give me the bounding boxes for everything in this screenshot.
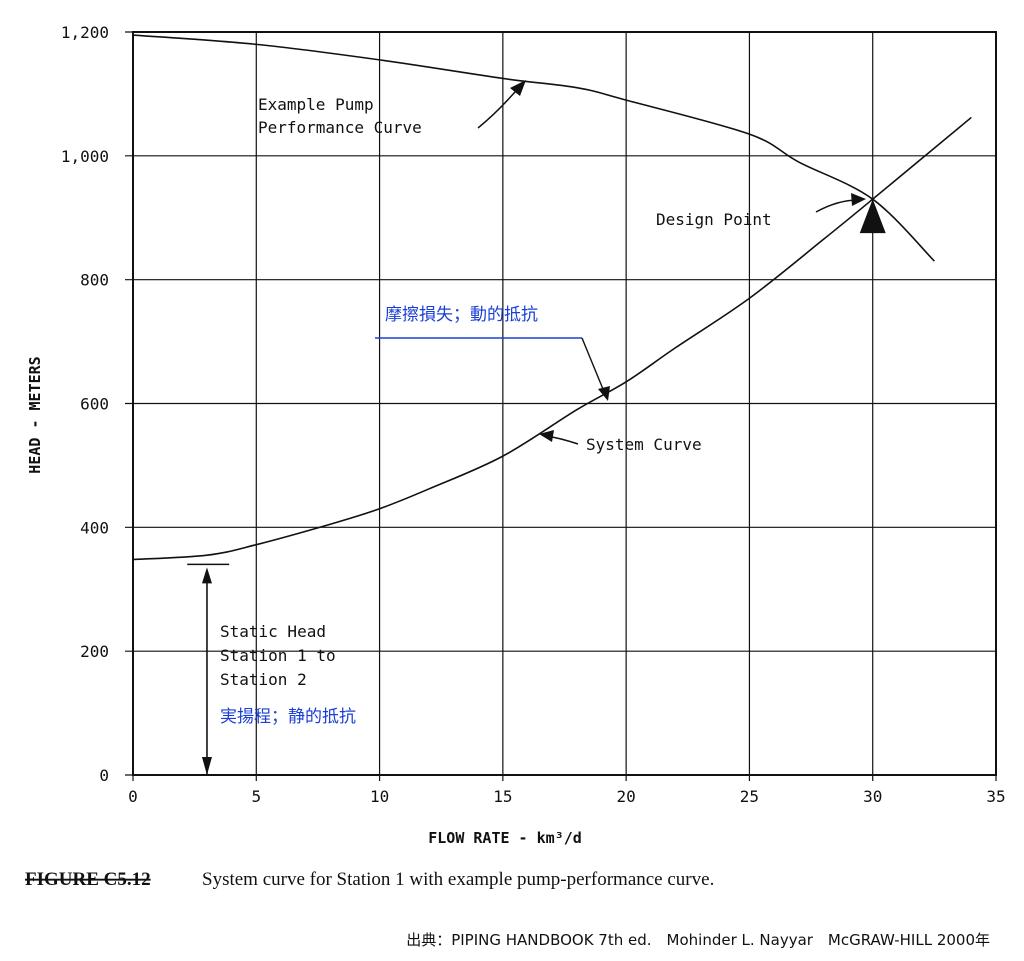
annotation-leaders [201, 80, 866, 775]
y-tick-label: 800 [80, 271, 109, 290]
static-head-label-line3: Station 2 [220, 670, 307, 689]
y-tick-label: 400 [80, 518, 109, 537]
design-point-label: Design Point [656, 210, 772, 229]
figure-caption: System curve for Station 1 with example … [202, 869, 714, 890]
y-tick-label: 1,200 [61, 23, 109, 42]
y-tick-labels: 0 200 400 600 800 1,000 1,200 [61, 23, 109, 785]
x-tick-label: 20 [617, 787, 636, 806]
x-axis-label: FLOW RATE - km³/d [428, 829, 582, 847]
friction-loss-leader [581, 337, 606, 395]
static-head-arrowhead-bottom [201, 757, 212, 775]
x-tick-label: 0 [128, 787, 138, 806]
x-tick-labels: 0 5 10 15 20 25 30 35 [128, 787, 1005, 806]
y-axis-label: HEAD - METERS [26, 356, 44, 473]
friction-loss-arrowhead [598, 386, 610, 401]
pump-curve-label-line2: Performance Curve [258, 118, 422, 137]
system-curve-arrowhead [539, 430, 554, 442]
grid-lines [125, 31, 997, 781]
y-tick-label: 0 [99, 766, 109, 785]
pump-performance-curve [132, 34, 935, 262]
series-lines [132, 34, 972, 566]
plot-frame [132, 31, 997, 776]
system-curve [132, 116, 972, 561]
y-tick-label: 1,000 [61, 147, 109, 166]
static-head-label-line1: Static Head [220, 622, 326, 641]
x-tick-label: 25 [740, 787, 759, 806]
system-curve-label: System Curve [586, 435, 702, 454]
y-tick-label: 600 [80, 395, 109, 414]
x-tick-label: 5 [251, 787, 261, 806]
source-citation: 出典：PIPING HANDBOOK 7th ed. Mohinder L. N… [406, 931, 990, 949]
y-tick-label: 200 [80, 642, 109, 661]
pump-curve-arrowhead [510, 80, 526, 96]
x-tick-label: 15 [493, 787, 512, 806]
figure-number: FIGURE C5.12 [25, 869, 151, 890]
static-head-jp-label: 実揚程；静的抵抗 [220, 707, 356, 727]
static-head-label-line2: Station 1 to [220, 646, 336, 665]
design-point-marker [859, 199, 886, 234]
x-tick-label: 10 [370, 787, 389, 806]
design-point-arrowhead [851, 193, 866, 206]
pump-curve-label-line1: Example Pump [258, 95, 374, 114]
x-tick-label: 35 [986, 787, 1005, 806]
x-tick-label: 30 [863, 787, 882, 806]
static-head-arrowhead-top [201, 567, 212, 584]
friction-loss-jp-label: 摩擦損失；動的抵抗 [385, 305, 538, 325]
